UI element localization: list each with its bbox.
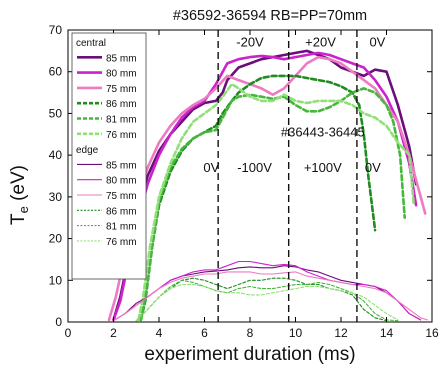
- legend-entry-label: 81 mm: [106, 115, 137, 126]
- chart-title: #36592-36594 RB=PP=70mm: [173, 8, 367, 24]
- data-layer: [107, 49, 428, 322]
- legend-entry-label: 80 mm: [106, 176, 137, 187]
- series-line-central-86mm: [139, 74, 377, 322]
- legend-entry-label: 76 mm: [106, 130, 137, 141]
- y-axis-label-subscript: e: [16, 206, 31, 213]
- y-tick-label: 0: [55, 315, 62, 329]
- legend-entry-label: 85 mm: [106, 53, 137, 64]
- x-tick-label: 10: [289, 326, 303, 340]
- x-tick-label: 12: [334, 326, 348, 340]
- x-tick-label: 4: [156, 326, 163, 340]
- annotation-label: 0V: [203, 160, 219, 175]
- x-axis-label: experiment duration (ms): [144, 344, 355, 365]
- series-line-edge-81mm: [135, 279, 399, 322]
- series-line-central-75mm: [107, 55, 427, 322]
- y-tick-label: 30: [49, 190, 63, 204]
- legend-entry-label: 75 mm: [106, 191, 137, 202]
- annotation-label: 0V: [369, 35, 385, 50]
- x-tick-label: 6: [201, 326, 208, 340]
- x-tick-label: 14: [380, 326, 394, 340]
- legend-entry-label: 80 mm: [106, 69, 137, 80]
- series-line-central-85mm: [112, 49, 418, 322]
- annotation-label: -20V: [236, 35, 264, 50]
- y-tick-label: 40: [49, 148, 63, 162]
- y-tick-label: 60: [49, 65, 63, 79]
- legend-box: [71, 32, 147, 280]
- legend-entry-label: 75 mm: [106, 84, 137, 95]
- series-line-edge-76mm: [135, 283, 399, 322]
- legend-group-central: central: [76, 38, 106, 49]
- x-tick-label: 2: [110, 326, 117, 340]
- annotation-label: +100V: [304, 160, 342, 175]
- series-line-edge-80mm: [112, 260, 422, 322]
- legend-entry-label: 86 mm: [106, 206, 137, 217]
- legend-entry-label: 85 mm: [106, 160, 137, 171]
- y-axis-label: Te (eV): [8, 165, 31, 225]
- y-tick-label: 70: [49, 23, 63, 37]
- annotation-layer: -20V +20V 0V #36443-36445 0V -100V +100V 0V: [203, 35, 385, 175]
- legend-entry-label: 76 mm: [106, 237, 137, 248]
- x-tick-label: 16: [425, 326, 439, 340]
- annotation-label: 0V: [365, 160, 381, 175]
- x-tick-label: 8: [247, 326, 254, 340]
- vline-layer: [217, 30, 358, 322]
- y-axis-label-unit: (eV): [8, 165, 29, 206]
- series-line-central-80mm: [112, 51, 418, 322]
- legend-group-edge: edge: [76, 145, 99, 156]
- series-line-edge-75mm: [112, 271, 428, 322]
- series-line-central-81mm: [139, 87, 407, 322]
- y-axis: 0 10 20 30 40 50 60 70: [49, 23, 432, 329]
- y-tick-label: 10: [49, 273, 63, 287]
- annotation-label: #36443-36445: [281, 124, 365, 139]
- legend-entry-label: 81 mm: [106, 222, 137, 233]
- y-axis-label-main: T: [8, 213, 29, 225]
- annotation-label: -100V: [237, 160, 272, 175]
- annotation-label: +20V: [305, 35, 336, 50]
- legend-entry-label: 86 mm: [106, 99, 137, 110]
- series-line-central-76mm: [137, 82, 416, 322]
- y-tick-label: 20: [49, 232, 63, 246]
- x-axis: 0 2 4 6 8 10 12 14 16: [65, 30, 439, 340]
- y-tick-label: 50: [49, 106, 63, 120]
- x-tick-label: 0: [65, 326, 72, 340]
- series-line-edge-86mm: [135, 277, 388, 322]
